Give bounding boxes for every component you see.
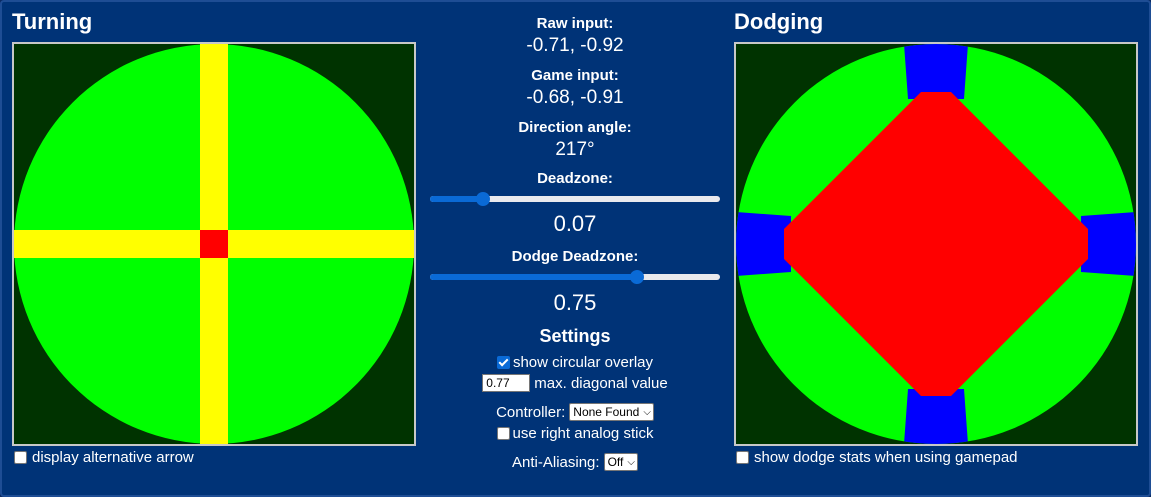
direction-angle-value: 217°	[555, 139, 595, 160]
dodge-deadzone-label: Dodge Deadzone:	[511, 248, 639, 265]
game-input-value: -0.68, -0.91	[526, 87, 624, 108]
game-input-label: Game input:	[531, 67, 619, 84]
turning-visualization	[12, 42, 416, 446]
alt-arrow-label: display alternative arrow	[32, 449, 194, 466]
circular-overlay-option[interactable]: show circular overlay	[420, 354, 730, 371]
deadzone-slider-thumb[interactable]	[476, 192, 490, 206]
raw-input-label: Raw input:	[536, 15, 614, 32]
anti-aliasing-select-value: Off	[607, 455, 624, 469]
deadzone-slider[interactable]	[430, 191, 720, 207]
chevron-down-icon: ⌵	[643, 406, 651, 418]
max-diagonal-input[interactable]	[482, 374, 531, 392]
deadzone-value: 0.07	[553, 211, 597, 236]
dodge-stats-option[interactable]: show dodge stats when using gamepad	[736, 449, 1018, 466]
right-stick-option[interactable]: use right analog stick	[420, 425, 730, 442]
circular-overlay-checkbox[interactable]	[496, 356, 510, 369]
circular-overlay-label: show circular overlay	[512, 354, 654, 371]
alt-arrow-checkbox[interactable]	[14, 451, 27, 464]
deadzone-label: Deadzone:	[537, 170, 613, 187]
dodging-deadzone-octagon	[784, 92, 1088, 396]
dodge-stats-label: show dodge stats when using gamepad	[754, 449, 1018, 466]
dodging-down-band	[904, 389, 968, 444]
dodging-visualization	[734, 42, 1138, 446]
alt-arrow-option[interactable]: display alternative arrow	[14, 449, 194, 466]
controller-option: Controller: None Found ⌵	[420, 403, 730, 421]
chevron-down-icon: ⌵	[627, 456, 635, 468]
deadzone-slider-fill	[430, 196, 483, 202]
raw-input-value: -0.71, -0.92	[526, 35, 624, 56]
control-column: Raw input: -0.71, -0.92 Game input: -0.6…	[420, 0, 730, 497]
anti-aliasing-label: Anti-Aliasing:	[512, 453, 600, 471]
right-stick-label: use right analog stick	[512, 425, 654, 442]
dodge-deadzone-slider-fill	[430, 274, 637, 280]
turning-deadzone-square	[200, 230, 228, 258]
controller-label: Controller:	[496, 403, 566, 421]
controller-select-value: None Found	[573, 405, 640, 419]
right-stick-checkbox[interactable]	[496, 427, 510, 440]
dodge-deadzone-slider[interactable]	[430, 269, 720, 285]
dodge-deadzone-slider-thumb[interactable]	[630, 270, 644, 284]
dodging-title: Dodging	[734, 9, 824, 34]
dodging-right-band	[1081, 212, 1136, 276]
dodge-deadzone-value: 0.75	[553, 290, 597, 315]
direction-angle-label: Direction angle:	[518, 119, 632, 136]
turning-title: Turning	[12, 9, 93, 34]
anti-aliasing-option: Anti-Aliasing: Off ⌵	[420, 453, 730, 471]
max-diagonal-label: max. diagonal value	[534, 374, 668, 392]
dodging-up-band	[904, 44, 968, 99]
dodging-left-band	[736, 212, 791, 276]
dodge-stats-checkbox[interactable]	[736, 451, 749, 464]
controller-select[interactable]: None Found ⌵	[569, 403, 654, 421]
anti-aliasing-select[interactable]: Off ⌵	[603, 453, 638, 471]
settings-heading: Settings	[539, 326, 611, 346]
max-diagonal-option: max. diagonal value	[420, 374, 730, 392]
